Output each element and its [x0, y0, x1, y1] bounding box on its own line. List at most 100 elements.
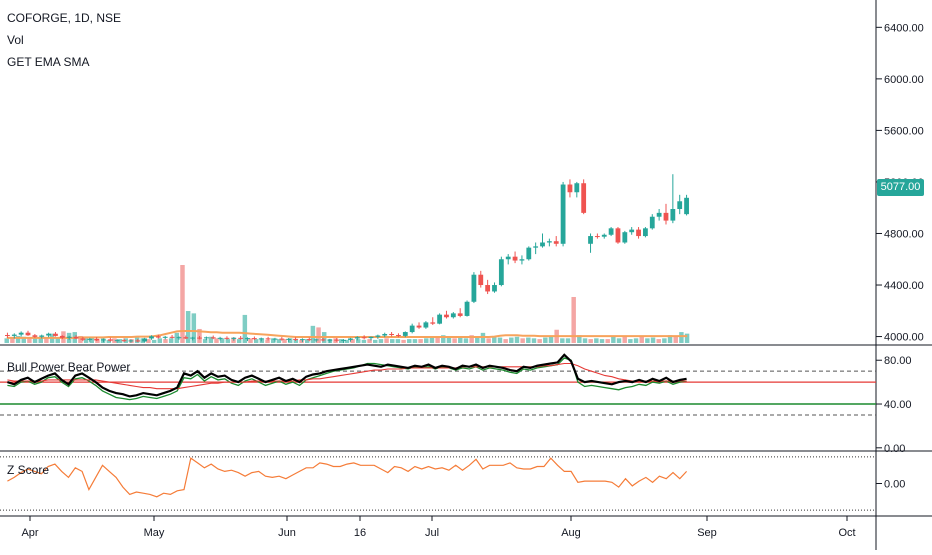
candle-body[interactable]	[210, 337, 216, 339]
candle-body[interactable]	[615, 228, 621, 243]
candle-body[interactable]	[553, 241, 559, 244]
candle-body[interactable]	[94, 338, 100, 341]
candle-body[interactable]	[444, 314, 449, 318]
candle-body[interactable]	[286, 338, 292, 340]
candle-body[interactable]	[485, 285, 491, 292]
candle-body[interactable]	[636, 229, 641, 237]
candle-body[interactable]	[87, 338, 93, 340]
candle-body[interactable]	[505, 256, 511, 260]
candle-body[interactable]	[656, 212, 662, 217]
candle-body[interactable]	[670, 209, 676, 221]
candle-body[interactable]	[594, 236, 600, 238]
candle-body[interactable]	[423, 322, 429, 328]
candle-body[interactable]	[663, 212, 669, 221]
candle-body[interactable]	[114, 340, 120, 342]
candle-body[interactable]	[107, 339, 113, 341]
candle-body[interactable]	[73, 336, 79, 339]
z-score-pane[interactable]	[0, 456, 876, 511]
candle-body[interactable]	[190, 337, 196, 339]
candle-body[interactable]	[348, 338, 353, 340]
candle-body[interactable]	[684, 197, 689, 215]
candle-body[interactable]	[59, 335, 65, 338]
candle-body[interactable]	[430, 322, 436, 324]
candle-body[interactable]	[258, 338, 264, 340]
candle-body[interactable]	[18, 332, 24, 335]
candle-body[interactable]	[279, 338, 285, 340]
candle-body[interactable]	[135, 340, 141, 342]
candle-body[interactable]	[162, 336, 168, 338]
candle-body[interactable]	[32, 335, 38, 337]
candle-body[interactable]	[272, 338, 278, 340]
candle-body[interactable]	[416, 325, 422, 328]
candle-body[interactable]	[588, 236, 593, 244]
candle-body[interactable]	[457, 313, 463, 316]
indicator-legend[interactable]: GET EMA SMA	[7, 55, 90, 69]
candle-body[interactable]	[533, 246, 539, 248]
candle-body[interactable]	[265, 338, 271, 340]
candle-body[interactable]	[396, 335, 401, 337]
candle-body[interactable]	[231, 337, 237, 339]
candle-body[interactable]	[540, 242, 545, 247]
candle-body[interactable]	[341, 339, 346, 341]
candle-body[interactable]	[11, 334, 17, 336]
candle-body[interactable]	[629, 229, 635, 233]
candlesticks[interactable]	[5, 174, 689, 343]
candle-body[interactable]	[649, 216, 655, 229]
candle-body[interactable]	[320, 339, 326, 341]
candle-body[interactable]	[382, 333, 388, 336]
candle-body[interactable]	[238, 337, 244, 339]
candle-body[interactable]	[169, 336, 175, 338]
candle-body[interactable]	[334, 339, 340, 341]
candle-body[interactable]	[574, 183, 580, 193]
candle-body[interactable]	[601, 234, 607, 237]
candle-body[interactable]	[327, 339, 333, 341]
candle-body[interactable]	[176, 337, 182, 339]
candle-body[interactable]	[368, 336, 374, 339]
candle-body[interactable]	[128, 340, 134, 342]
candle-body[interactable]	[437, 314, 443, 324]
candle-body[interactable]	[375, 335, 381, 337]
candle-body[interactable]	[251, 338, 257, 340]
candle-body[interactable]	[121, 340, 127, 342]
candle-body[interactable]	[149, 336, 154, 339]
candle-body[interactable]	[66, 336, 72, 338]
candle-body[interactable]	[245, 338, 250, 340]
candle-body[interactable]	[293, 338, 298, 340]
candle-body[interactable]	[677, 201, 683, 209]
candle-body[interactable]	[526, 247, 532, 260]
candle-body[interactable]	[53, 333, 58, 336]
candle-body[interactable]	[622, 232, 628, 243]
candle-body[interactable]	[512, 256, 518, 261]
candle-body[interactable]	[197, 337, 202, 339]
candle-body[interactable]	[300, 339, 305, 341]
candle-body[interactable]	[203, 337, 209, 339]
candle-body[interactable]	[492, 285, 497, 292]
candle-body[interactable]	[80, 338, 86, 340]
candle-body[interactable]	[581, 183, 587, 213]
candle-body[interactable]	[389, 333, 394, 336]
symbol-title[interactable]: COFORGE, 1D, NSE	[7, 11, 122, 25]
volume-legend[interactable]: Vol	[7, 33, 24, 47]
candle-body[interactable]	[183, 337, 189, 339]
candle-body[interactable]	[519, 259, 525, 261]
candle-body[interactable]	[498, 259, 504, 286]
candle-body[interactable]	[471, 274, 477, 302]
candle-body[interactable]	[155, 336, 161, 338]
candle-body[interactable]	[464, 301, 470, 316]
candle-body[interactable]	[217, 337, 223, 339]
candle-body[interactable]	[306, 339, 312, 341]
candle-body[interactable]	[25, 332, 31, 336]
candle-body[interactable]	[643, 228, 648, 237]
candle-body[interactable]	[409, 325, 415, 333]
candle-body[interactable]	[402, 332, 408, 336]
candle-body[interactable]	[560, 184, 566, 244]
candle-body[interactable]	[354, 337, 360, 339]
candle-body[interactable]	[608, 228, 614, 235]
candle-body[interactable]	[5, 335, 10, 337]
candle-body[interactable]	[101, 339, 106, 341]
candle-body[interactable]	[39, 335, 45, 337]
candle-body[interactable]	[478, 274, 484, 286]
candle-body[interactable]	[142, 338, 148, 342]
